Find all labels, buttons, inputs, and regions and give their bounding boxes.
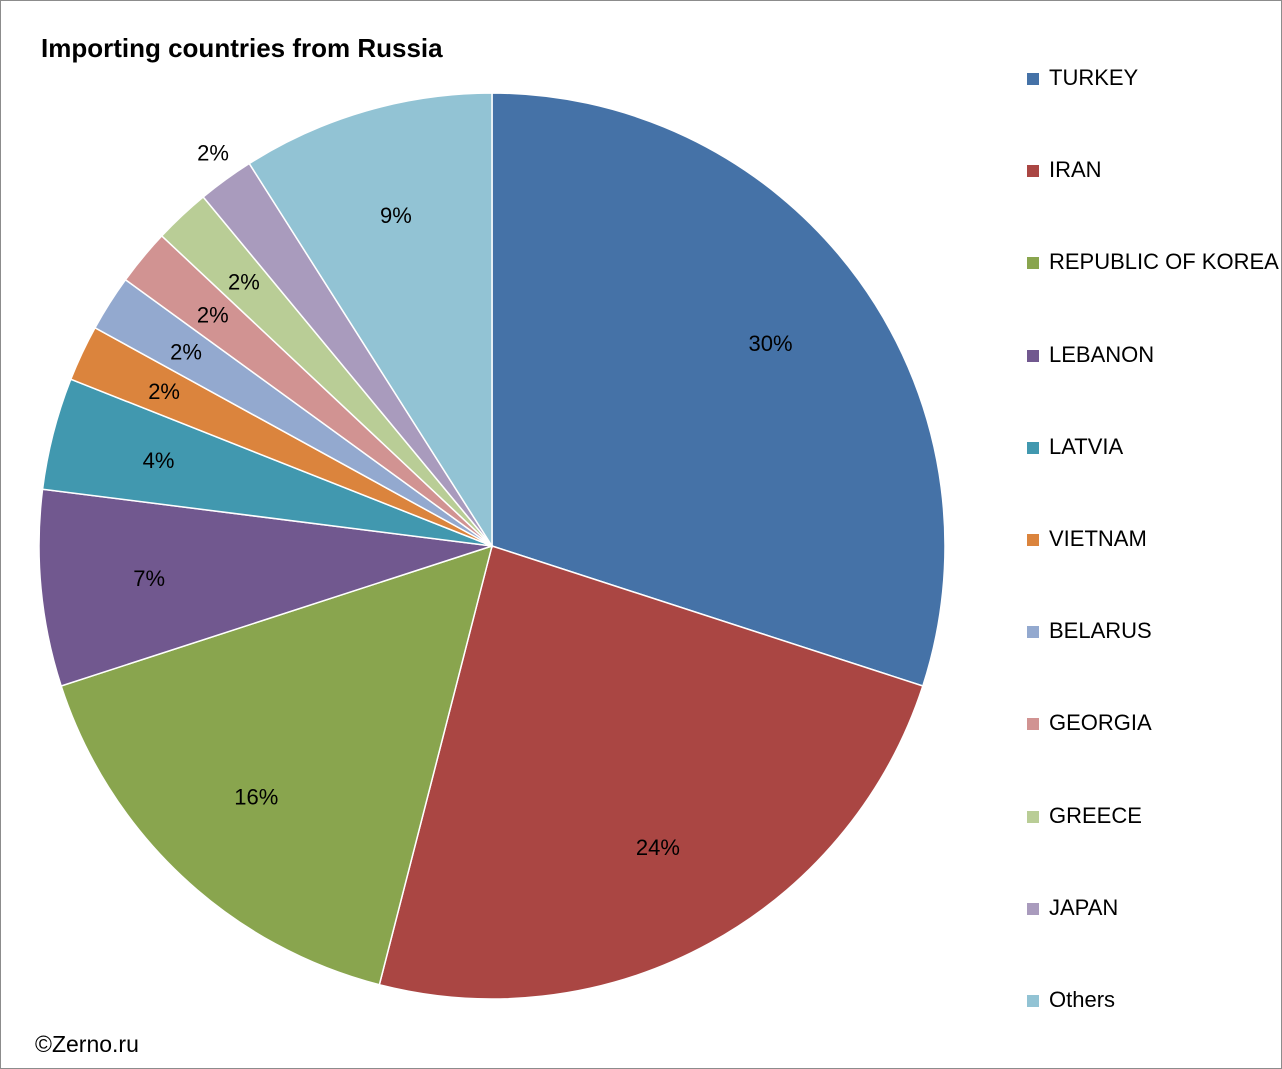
slice-label-others: 9% (380, 203, 412, 228)
credit-text: ©Zerno.ru (35, 1031, 139, 1057)
pie-slices (38, 92, 946, 1000)
pie-labels: 30% 24% 16% 7% 4% 2% 2% 2% 2% 2% 9% (133, 141, 792, 861)
legend-swatch (1027, 810, 1039, 823)
slice-label-republic-of-korea: 16% (234, 785, 278, 810)
slice-label-japan: 2% (197, 141, 229, 166)
legend-label: Others (1049, 987, 1116, 1012)
slice-label-georgia: 2% (197, 303, 229, 328)
pie-slice-republic-of-korea (60, 544, 494, 986)
legend-label: GEORGIA (1049, 710, 1152, 736)
slice-label-greece: 2% (228, 269, 260, 294)
legend-label: JAPAN (1049, 894, 1119, 920)
slice-label-iran: 24% (636, 835, 680, 860)
legend-swatch (1027, 73, 1039, 85)
slice-label-belarus: 2% (170, 339, 202, 364)
legend-swatch (1027, 626, 1039, 639)
pie-slice-turkey (491, 92, 946, 687)
legend-swatch (1027, 534, 1039, 546)
legend-swatch (1027, 718, 1039, 731)
slice-label-turkey: 30% (748, 331, 792, 356)
slice-label-latvia: 4% (143, 448, 175, 473)
legend-label: GREECE (1049, 802, 1142, 828)
pie-slice-lebanon (38, 488, 493, 687)
legend-label: REPUBLIC OF KOREA (1049, 249, 1279, 275)
chart-title: Importing countries from Russia (41, 33, 443, 63)
legend-swatch (1027, 349, 1039, 362)
legend-label: BELARUS (1049, 618, 1152, 644)
legend-label: LEBANON (1049, 341, 1155, 367)
legend-label: LATVIA (1049, 433, 1124, 459)
legend-swatch (1027, 165, 1039, 178)
legend-swatch (1027, 257, 1039, 270)
slice-label-vietnam: 2% (148, 379, 180, 404)
slice-label-lebanon: 7% (133, 566, 165, 591)
legend-label: TURKEY (1049, 65, 1139, 90)
legend-swatch (1027, 441, 1039, 454)
legend-swatch (1027, 995, 1039, 1007)
legend-label: VIETNAM (1049, 526, 1147, 551)
legend-label: IRAN (1049, 157, 1102, 183)
pie-slice-others (248, 92, 493, 549)
pie-slice-iran (378, 545, 924, 1000)
legend-swatch (1027, 902, 1039, 915)
